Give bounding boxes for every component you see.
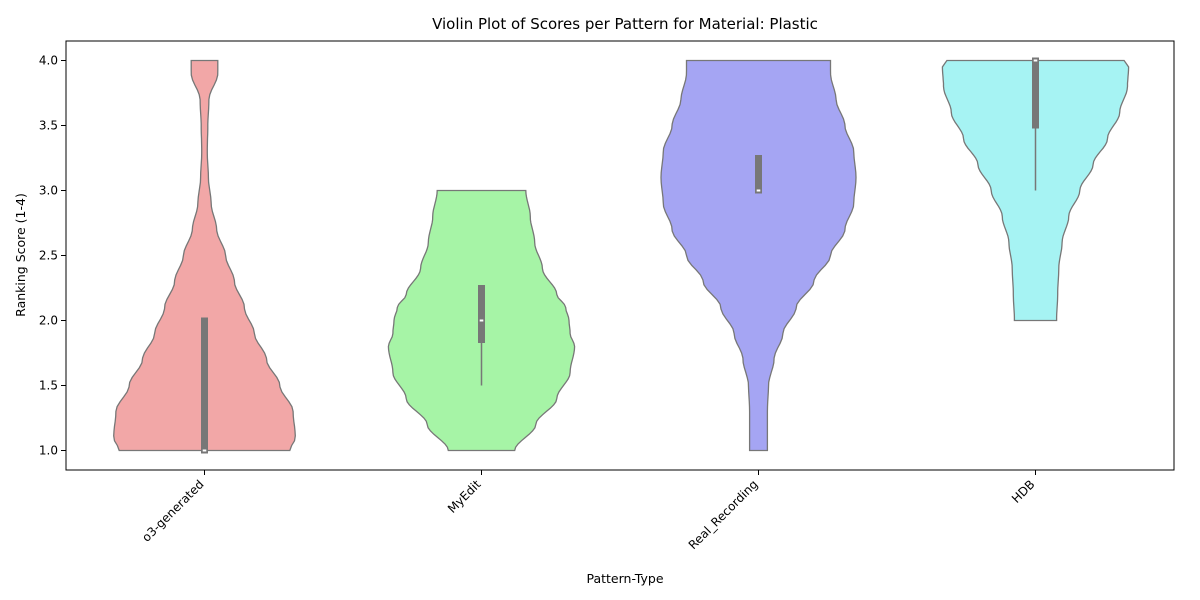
x-tick-label: MyEdit [445, 477, 484, 516]
median-marker-o3-generated [202, 449, 207, 452]
y-tick-label: 2.0 [39, 314, 58, 328]
violin-o3-generated [113, 59, 296, 452]
y-axis: 1.0 1.5 2.0 2.5 3.0 3.5 4.0 [39, 54, 66, 458]
y-tick-label: 4.0 [39, 54, 58, 68]
x-tick-label: Real_Recording [686, 477, 761, 552]
y-tick-label: 1.5 [39, 379, 58, 393]
x-axis-label: Pattern-Type [586, 571, 663, 586]
iqr-box-o3-generated [201, 317, 208, 454]
y-tick-label: 3.0 [39, 184, 58, 198]
iqr-box-HDB [1032, 57, 1039, 129]
violin-Real_Recording [660, 59, 857, 452]
y-tick-label: 2.5 [39, 249, 58, 263]
y-axis-label: Ranking Score (1-4) [13, 193, 28, 317]
y-tick-label: 3.5 [39, 119, 58, 133]
x-axis: o3-generated MyEdit Real_Recording HDB [139, 470, 1038, 552]
median-marker-HDB [1033, 59, 1038, 62]
iqr-box-Real_Recording [755, 155, 762, 194]
x-tick-label: HDB [1009, 477, 1038, 506]
plot-frame [65, 40, 1175, 471]
x-tick-label: o3-generated [139, 477, 206, 544]
y-tick-label: 1.0 [39, 444, 58, 458]
violin-layer [113, 57, 1130, 454]
median-marker-Real_Recording [756, 189, 761, 192]
iqr-box-MyEdit [478, 285, 485, 343]
chart-title: Violin Plot of Scores per Pattern for Ma… [432, 15, 818, 33]
median-marker-MyEdit [479, 319, 484, 322]
